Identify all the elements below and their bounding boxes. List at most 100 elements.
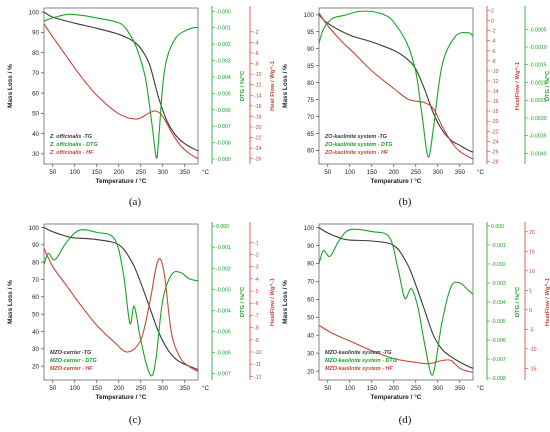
legend-entry: Z. officinalis - HF — [49, 150, 94, 156]
series-line-2 — [43, 13, 199, 159]
panel-caption-c: (c) — [128, 414, 142, 426]
y-left-tick-label: 90 — [32, 30, 39, 37]
y-right-tick-label: -6 — [254, 51, 259, 57]
y-right-tick-label: -10 — [254, 350, 262, 356]
y-right-tick-label: -0.0010 — [529, 45, 547, 51]
y-right-axis-label: HeatFlow / Wg^-1 — [270, 277, 276, 326]
y-mid-tick-label: -0.007 — [216, 124, 231, 130]
y-left-tick-label: 30 — [32, 151, 39, 158]
y-left-tick-label: 80 — [32, 50, 39, 57]
y-mid-tick-label: -0.003 — [491, 281, 506, 287]
y-left-axis-label: Mass Loss / % — [7, 64, 14, 108]
series-line-1 — [318, 227, 474, 369]
y-right-tick-label: -0.0005 — [529, 27, 547, 33]
y-mid-tick-label: 0.000 — [491, 224, 504, 230]
y-left-tick-label: 100 — [304, 225, 315, 232]
x-tick-label: 150 — [92, 385, 103, 392]
y-mid-tick-label: -18 — [491, 109, 499, 115]
y-mid-tick-label: -0.008 — [216, 141, 231, 147]
x-axis-label: Temperature / °C — [371, 177, 422, 185]
y-left-axis-label: Mass Loss / % — [282, 64, 289, 108]
x-tick-label: 150 — [92, 169, 103, 176]
y-mid-tick-label: -0.005 — [216, 330, 231, 336]
y-left-tick-label: 80 — [32, 259, 39, 266]
y-right-axis-label: Heat Flow / Wg^-1 — [270, 60, 276, 111]
y-mid-tick-label: -0.002 — [216, 42, 231, 48]
y-right-tick-label: -0.0015 — [529, 63, 547, 69]
series-line-1 — [43, 11, 199, 152]
y-mid-tick-label: -22 — [491, 129, 499, 135]
y-mid-tick-label: -4 — [491, 39, 496, 45]
x-unit-label: °C — [477, 385, 484, 392]
panel-caption-b: (b) — [398, 196, 412, 208]
y-left-tick-label: 50 — [307, 315, 314, 322]
y-mid-tick-label: -0.002 — [491, 262, 506, 268]
y-right-tick-label: 15 — [529, 249, 535, 255]
y-right-axis-label: DTG / %/°C — [545, 70, 550, 101]
y-right-tick-label: -6 — [254, 301, 259, 307]
y-mid-tick-label: -0.001 — [216, 245, 231, 251]
y-right-tick-label: -0.0040 — [529, 151, 547, 157]
x-tick-label: 50 — [49, 169, 56, 176]
y-mid-tick-label: -26 — [491, 149, 499, 155]
series-line-3 — [318, 324, 474, 373]
x-unit-label: °C — [202, 385, 209, 392]
legend-entry: Z. officinalis -TG — [49, 134, 93, 140]
y-left-tick-label: 20 — [32, 363, 39, 370]
x-tick-label: 50 — [324, 169, 331, 176]
x-tick-label: 250 — [136, 169, 147, 176]
y-mid-tick-label: -8 — [491, 59, 496, 65]
plot-frame — [43, 223, 199, 381]
y-mid-tick-label: -16 — [491, 99, 499, 105]
y-right-tick-label: -10 — [254, 72, 262, 78]
y-left-tick-label: 70 — [32, 277, 39, 284]
plot-frame — [318, 7, 474, 165]
x-tick-label: 300 — [433, 385, 444, 392]
y-mid-axis-label: HeatFlow / Wg^-1 — [515, 61, 521, 110]
y-right-tick-label: -18 — [254, 114, 262, 120]
y-mid-axis-label: DTG / %/°C — [240, 70, 246, 101]
legend-entry: Z. officinalis - DTG — [49, 142, 98, 148]
y-left-tick-label: 70 — [307, 279, 314, 286]
y-mid-tick-label: -0.007 — [216, 372, 231, 378]
series-line-3 — [43, 23, 199, 160]
y-right-tick-label: -5 — [254, 289, 259, 295]
y-right-tick-label: -7 — [254, 313, 259, 319]
y-right-tick-label: -14 — [254, 93, 262, 99]
y-mid-tick-label: -28 — [491, 159, 499, 165]
y-left-tick-label: 100 — [304, 12, 315, 19]
legend-entry: MZO-carrier -TG — [50, 350, 92, 356]
x-axis-label: Temperature / °C — [371, 393, 422, 401]
y-mid-tick-label: 0.000 — [216, 224, 229, 230]
x-tick-label: 250 — [411, 385, 422, 392]
y-right-tick-label: 10 — [529, 269, 535, 275]
y-right-tick-label: 5 — [529, 288, 532, 294]
y-right-tick-label: -2 — [254, 30, 259, 36]
x-axis-label: Temperature / °C — [96, 177, 147, 185]
legend-entry: MZO-carrier - HF — [50, 366, 93, 372]
y-right-tick-label: -10 — [529, 347, 537, 353]
y-left-axis-label: Mass Loss / % — [7, 280, 14, 324]
y-mid-tick-label: -0.002 — [216, 266, 231, 272]
y-mid-tick-label: 0 — [491, 19, 494, 25]
x-axis-label: Temperature / °C — [96, 393, 147, 401]
x-tick-label: 250 — [411, 169, 422, 176]
y-left-tick-label: 40 — [32, 131, 39, 138]
y-right-tick-label: -2 — [254, 252, 259, 258]
y-mid-axis-label: DTG / %/°C — [240, 286, 246, 317]
x-tick-label: 350 — [180, 169, 191, 176]
legend-entry: MZO-kaolinite system -TG — [325, 350, 392, 356]
y-mid-tick-label: -0.001 — [216, 26, 231, 32]
y-mid-tick-label: -24 — [491, 139, 499, 145]
y-right-tick-label: -0.0020 — [529, 80, 547, 86]
y-right-tick-label: -9 — [254, 338, 259, 344]
y-left-tick-label: 50 — [32, 111, 39, 118]
y-right-tick-label: -0.0030 — [529, 116, 547, 122]
x-tick-label: 300 — [433, 169, 444, 176]
y-left-tick-label: 40 — [32, 329, 39, 336]
series-line-1 — [43, 227, 199, 371]
plot-frame — [318, 223, 474, 381]
y-mid-tick-label: -0.006 — [491, 338, 506, 344]
y-right-tick-label: -11 — [254, 362, 261, 368]
